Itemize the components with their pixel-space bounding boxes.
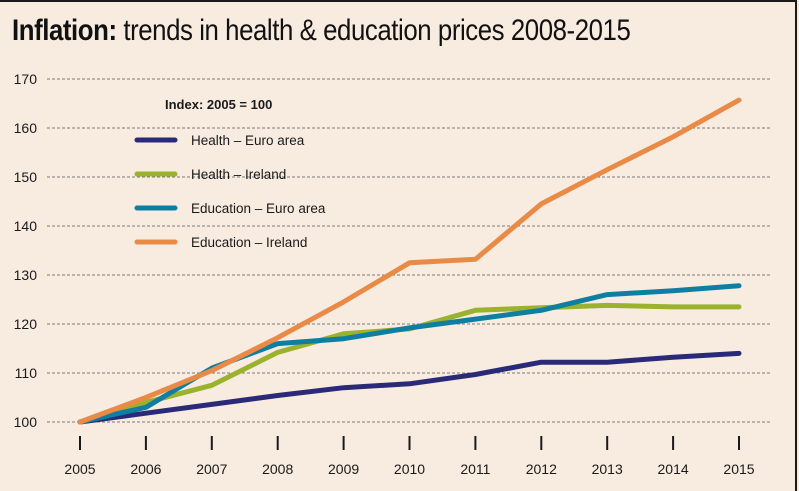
series-line-health-euro-area — [77, 350, 742, 425]
y-tick-label: 140 — [14, 218, 38, 234]
y-tick-label: 150 — [14, 169, 38, 185]
x-tick-label: 2011 — [460, 461, 490, 477]
x-axis: 2005 2006 2007 2008 2009 2010 2011 2012 2013 2014… — [64, 436, 755, 477]
y-tick-label: 170 — [14, 71, 38, 87]
legend-label: Health – Euro area — [191, 133, 305, 148]
x-tick-label: 2005 — [64, 461, 95, 477]
x-tick-label: 2009 — [328, 461, 359, 477]
legend-label: Education – Euro area — [191, 201, 326, 216]
y-tick-label: 120 — [14, 316, 38, 332]
chart-title: Inflation: trends in health & education … — [12, 14, 631, 48]
x-tick-label: 2014 — [658, 461, 689, 477]
legend-label: Education – Ireland — [191, 235, 307, 250]
series-lines — [77, 97, 742, 425]
series-line-health-ireland — [77, 302, 742, 425]
chart-title-rest: trends in health & education prices 2008… — [116, 14, 631, 47]
y-axis: 100 110 120 130 140 150 160 170 — [14, 71, 38, 430]
legend-label: Health – Ireland — [191, 167, 286, 182]
x-tick-label: 2013 — [592, 461, 623, 477]
y-tick-label: 110 — [15, 365, 38, 381]
x-tick-label: 2007 — [196, 461, 227, 477]
series-line-education-ireland — [77, 97, 742, 425]
legend-title: Index: 2005 = 100 — [165, 97, 272, 112]
y-tick-label: 100 — [14, 414, 38, 430]
legend: Index: 2005 = 100 Health – Euro area Heal… — [134, 97, 326, 250]
x-tick-label: 2006 — [130, 461, 161, 477]
y-tick-label: 130 — [14, 267, 38, 283]
y-tick-label: 160 — [14, 120, 38, 136]
gridlines — [47, 78, 770, 423]
x-tick-label: 2015 — [723, 461, 754, 477]
x-tick-label: 2010 — [394, 461, 425, 477]
x-tick-label: 2008 — [262, 461, 293, 477]
x-tick-label: 2012 — [526, 461, 557, 477]
chart-title-bold: Inflation: — [12, 14, 117, 47]
